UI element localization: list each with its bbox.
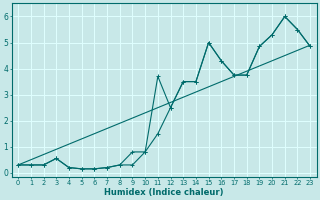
X-axis label: Humidex (Indice chaleur): Humidex (Indice chaleur) bbox=[104, 188, 224, 197]
